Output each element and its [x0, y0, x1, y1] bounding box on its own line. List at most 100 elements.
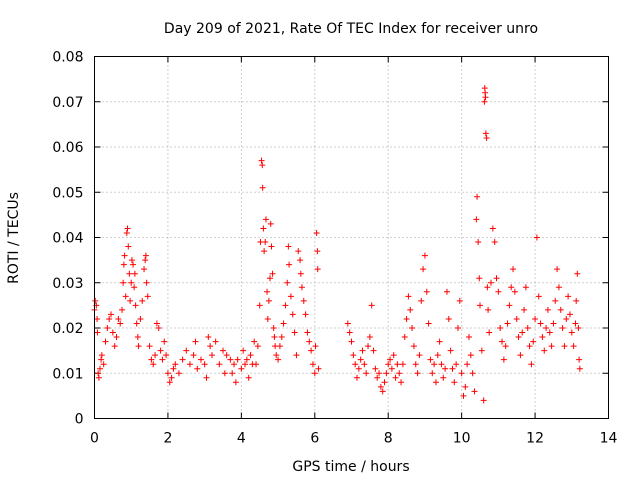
- data-point: [359, 347, 366, 354]
- data-point: [157, 347, 164, 354]
- data-point: [482, 94, 489, 101]
- data-point: [414, 370, 421, 377]
- data-point: [418, 297, 425, 304]
- data-point: [574, 270, 581, 277]
- data-point: [453, 361, 460, 368]
- x-tick-label: 12: [526, 431, 544, 447]
- x-tick-label: 4: [237, 431, 246, 447]
- data-point: [192, 338, 199, 345]
- data-point: [511, 288, 518, 295]
- data-point: [500, 356, 507, 363]
- data-point: [467, 352, 474, 359]
- data-point: [282, 302, 289, 309]
- data-point: [311, 370, 318, 377]
- data-point: [314, 248, 321, 255]
- data-point: [354, 374, 361, 381]
- data-point: [106, 315, 113, 322]
- data-point: [377, 383, 384, 390]
- data-point: [120, 261, 127, 268]
- data-point: [412, 361, 419, 368]
- data-point: [493, 275, 500, 282]
- data-point: [436, 338, 443, 345]
- data-point: [476, 275, 483, 282]
- data-point: [379, 388, 386, 395]
- data-point: [550, 320, 557, 327]
- data-point: [240, 347, 247, 354]
- data-point: [434, 352, 441, 359]
- data-point: [314, 266, 321, 273]
- data-point: [410, 343, 417, 350]
- data-point: [566, 311, 573, 318]
- data-point: [251, 338, 258, 345]
- data-point: [423, 288, 430, 295]
- data-point: [163, 352, 170, 359]
- data-point: [315, 365, 322, 372]
- data-point: [312, 343, 319, 350]
- data-point: [179, 356, 186, 363]
- data-point: [144, 293, 151, 300]
- data-point: [425, 320, 432, 327]
- data-point: [159, 356, 166, 363]
- data-point: [223, 352, 230, 359]
- data-point: [396, 370, 403, 377]
- data-point: [190, 352, 197, 359]
- data-point: [555, 284, 562, 291]
- data-point: [123, 229, 130, 236]
- data-point: [485, 306, 492, 313]
- data-point: [300, 297, 307, 304]
- data-point: [442, 365, 449, 372]
- data-point: [197, 356, 204, 363]
- data-point: [465, 334, 472, 341]
- data-point: [528, 361, 535, 368]
- y-tick-label: 0: [75, 412, 84, 428]
- data-point: [161, 338, 168, 345]
- data-point: [309, 361, 316, 368]
- data-point: [227, 356, 234, 363]
- data-point: [164, 370, 171, 377]
- data-point: [284, 279, 291, 286]
- data-point: [522, 284, 529, 291]
- data-point: [370, 347, 377, 354]
- data-point: [243, 356, 250, 363]
- data-point: [480, 397, 487, 404]
- data-point: [502, 343, 509, 350]
- data-point: [275, 356, 282, 363]
- data-point: [142, 257, 149, 264]
- data-point: [429, 370, 436, 377]
- data-point: [563, 315, 570, 322]
- data-point: [541, 347, 548, 354]
- data-points: [91, 85, 583, 404]
- data-point: [131, 270, 138, 277]
- data-point: [266, 275, 273, 282]
- data-point: [401, 334, 408, 341]
- data-point: [416, 352, 423, 359]
- data-point: [403, 315, 410, 322]
- data-point: [481, 98, 488, 105]
- data-point: [491, 239, 498, 246]
- data-point: [150, 361, 157, 368]
- y-tick-label: 0.01: [52, 366, 83, 382]
- data-point: [355, 365, 362, 372]
- y-tick-label: 0.08: [52, 50, 83, 66]
- data-point: [125, 243, 132, 250]
- data-point: [203, 374, 210, 381]
- data-point: [537, 320, 544, 327]
- data-point: [113, 334, 120, 341]
- data-point: [559, 325, 566, 331]
- data-point: [253, 361, 260, 368]
- data-point: [127, 297, 134, 304]
- data-point: [548, 343, 555, 350]
- data-point: [554, 266, 561, 273]
- data-point: [344, 320, 351, 327]
- x-tick-label: 8: [384, 431, 393, 447]
- data-point: [383, 370, 390, 377]
- data-point: [484, 284, 491, 291]
- data-point: [488, 279, 495, 286]
- data-point: [276, 343, 283, 350]
- x-tick-label: 0: [90, 431, 99, 447]
- y-tick-label: 0.06: [52, 140, 83, 156]
- data-point: [451, 379, 458, 386]
- data-point: [543, 325, 550, 331]
- data-point: [462, 383, 469, 390]
- data-point: [575, 325, 582, 331]
